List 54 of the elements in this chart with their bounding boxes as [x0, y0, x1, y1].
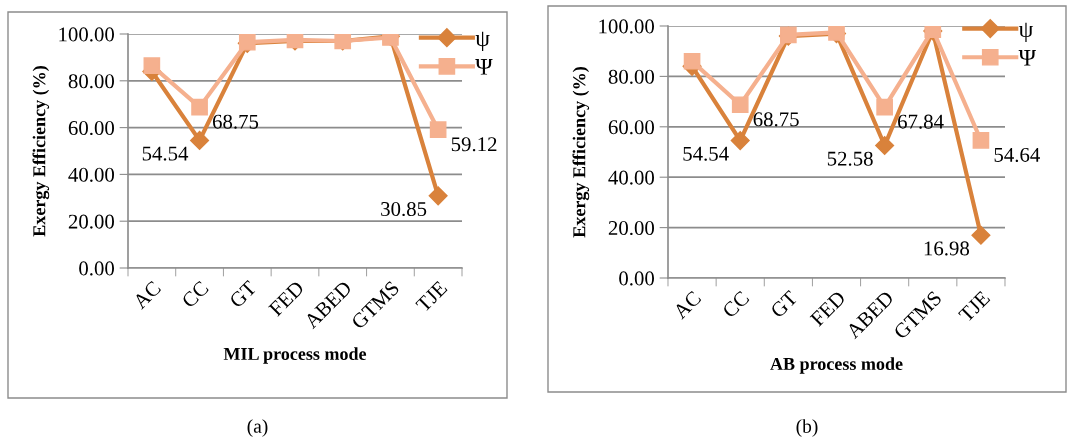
text: (a)	[247, 419, 268, 437]
point	[429, 121, 447, 138]
data-label: 52.58	[827, 151, 873, 166]
point	[190, 130, 210, 150]
data-label: 54.64	[994, 147, 1040, 162]
y-axis-title: Exergy Efficiency (%)	[572, 67, 590, 238]
point	[683, 52, 701, 70]
data-label: 54.54	[142, 146, 189, 161]
y-tick-label: 20.00	[608, 220, 655, 236]
legend-label: ψ	[1018, 22, 1034, 42]
point	[876, 98, 893, 116]
y-tick-label: 40.00	[608, 170, 655, 185]
y-tick-label: 0.00	[619, 271, 655, 286]
y-tick-label: 80.00	[608, 69, 655, 84]
x-tick-label: AC	[672, 290, 702, 320]
y-tick-label: 20.00	[68, 214, 115, 229]
y-tick-label: 60.00	[608, 120, 655, 135]
point	[875, 135, 895, 156]
y-tick-label: 40.00	[68, 167, 115, 182]
x-tick-label: AC	[132, 280, 162, 310]
legend-label: ψ	[475, 31, 490, 51]
x-tick-label: CC	[180, 280, 210, 309]
x-tick-label: FED	[809, 290, 847, 327]
x-tick-label: FED	[268, 280, 305, 317]
point	[730, 131, 750, 151]
data-label: 59.12	[451, 137, 497, 152]
x-tick-label: CC	[721, 290, 750, 319]
y-tick-label: 100.00	[59, 27, 115, 42]
y-tick-label: 100.00	[599, 19, 655, 34]
x-tick-label: TJE	[958, 290, 991, 323]
x-tick-label: TJE	[415, 280, 448, 313]
x-tick-label: GT	[228, 279, 258, 309]
point	[428, 186, 448, 206]
data-label: 16.98	[924, 241, 970, 256]
data-label: 68.75	[753, 112, 799, 127]
legend-label: Ψ	[1018, 50, 1036, 66]
point	[731, 96, 749, 114]
x-axis-title: AB process mode	[770, 357, 903, 374]
point	[191, 98, 208, 116]
y-axis-title: Exergy Efficiency (%)	[32, 66, 50, 237]
data-label: 54.54	[683, 146, 729, 161]
point	[971, 225, 991, 245]
y-tick-label: 80.00	[68, 74, 115, 89]
x-axis-title: MIL process mode	[223, 347, 367, 364]
point	[972, 131, 990, 149]
data-label: 30.85	[381, 201, 427, 217]
data-label: 68.75	[212, 114, 259, 129]
x-tick-label: GT	[769, 289, 799, 319]
legend-label: Ψ	[475, 59, 493, 75]
text: (b)	[796, 419, 818, 437]
data-label: 67.84	[898, 114, 944, 129]
y-tick-label: 0.00	[79, 261, 115, 276]
point	[143, 57, 161, 74]
y-tick-label: 60.00	[68, 120, 115, 136]
